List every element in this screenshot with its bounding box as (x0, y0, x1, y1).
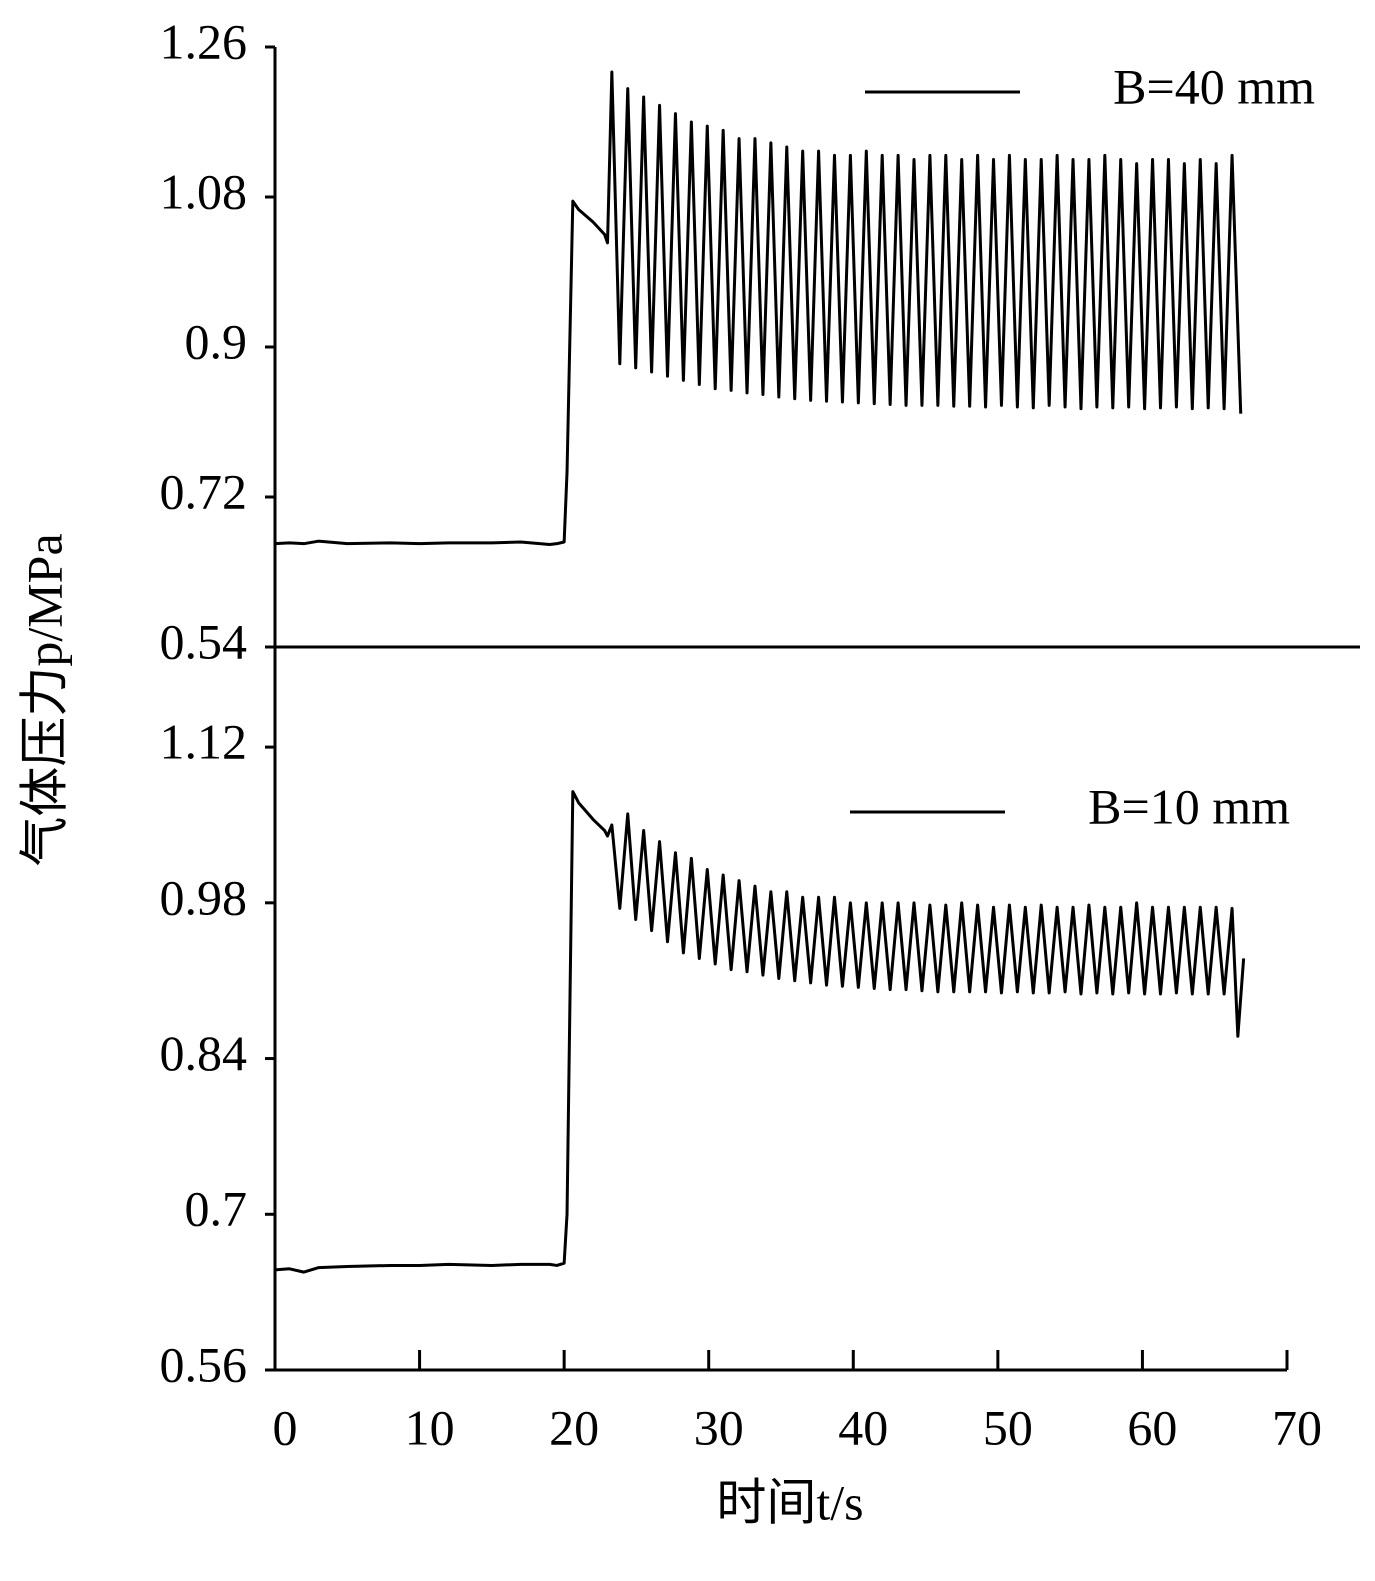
x-tick-label: 50 (983, 1399, 1033, 1455)
y-tick-label: 0.56 (160, 1336, 248, 1392)
y-tick-label: 0.84 (160, 1025, 248, 1081)
y-tick-label: 0.7 (185, 1181, 248, 1237)
legend-label: B=10 mm (1088, 778, 1290, 834)
x-axis-title: 时间t/s (716, 1474, 863, 1530)
y-tick-label: 0.9 (185, 313, 248, 369)
y-tick-label: 0.54 (160, 613, 248, 669)
y-tick-label: 1.08 (160, 163, 248, 219)
x-tick-label: 60 (1127, 1399, 1177, 1455)
y-tick-label: 1.26 (160, 13, 248, 69)
x-tick-label: 20 (549, 1399, 599, 1455)
x-tick-label: 0 (273, 1399, 298, 1455)
x-tick-label: 70 (1272, 1399, 1322, 1455)
y-tick-label: 0.98 (160, 869, 248, 925)
y-tick-label: 1.12 (160, 714, 248, 770)
y-axis-title: 气体压力p/MPa (16, 533, 72, 866)
x-tick-label: 40 (838, 1399, 888, 1455)
data-line (274, 70, 1243, 546)
x-tick-label: 30 (694, 1399, 744, 1455)
legend-label: B=40 mm (1113, 58, 1315, 114)
y-tick-label: 0.72 (160, 463, 248, 519)
data-line (274, 790, 1246, 1274)
x-tick-label: 10 (405, 1399, 455, 1455)
